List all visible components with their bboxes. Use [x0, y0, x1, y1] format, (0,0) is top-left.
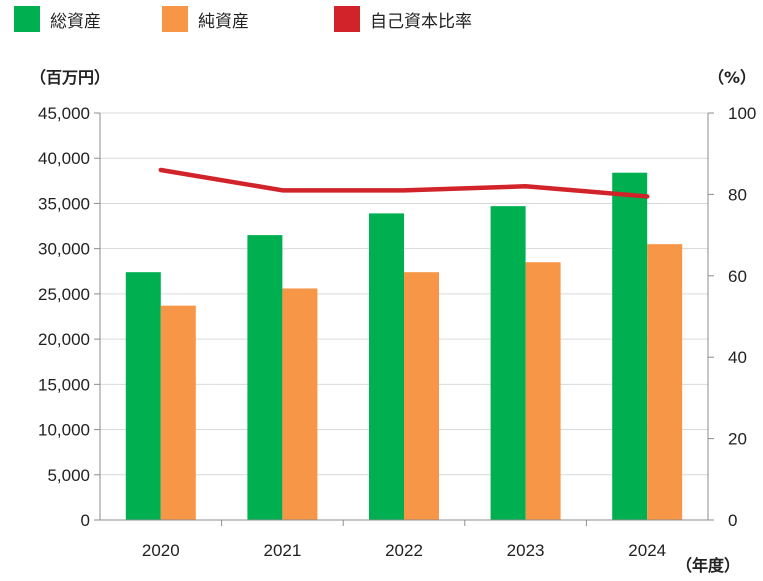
right-axis-tick-label: 20	[728, 430, 747, 449]
bar-total-assets	[490, 206, 526, 520]
legend-label-net-assets: 純資産	[198, 11, 249, 32]
legend-item-net-assets: 純資産	[162, 6, 334, 32]
legend-item-equity-ratio: 自己資本比率	[334, 6, 472, 32]
right-axis-tick-label: 80	[728, 185, 747, 204]
bar-total-assets	[247, 235, 283, 520]
left-axis-tick-label: 25,000	[38, 285, 90, 304]
x-axis-tick-label: 2024	[628, 541, 666, 560]
bar-net-assets	[282, 288, 318, 520]
bar-net-assets	[647, 244, 683, 520]
legend-swatch-equity-ratio	[334, 6, 360, 32]
left-axis-tick-label: 15,000	[38, 375, 90, 394]
bar-total-assets	[612, 172, 648, 520]
right-axis-tick-label: 40	[728, 348, 747, 367]
left-axis-tick-label: 40,000	[38, 149, 90, 168]
left-axis-tick-label: 0	[81, 511, 90, 530]
x-axis-tick-label: 2021	[263, 541, 301, 560]
legend-swatch-total-assets	[14, 6, 40, 32]
left-axis-tick-label: 20,000	[38, 330, 90, 349]
x-axis-tick-label: 2020	[142, 541, 180, 560]
legend-label-total-assets: 総資産	[50, 11, 101, 32]
bar-total-assets	[369, 213, 404, 521]
legend-item-total-assets: 総資産	[14, 6, 162, 32]
legend-swatch-net-assets	[162, 6, 188, 32]
right-axis-tick-label: 60	[728, 267, 747, 286]
left-axis-unit-label: （百万円）	[30, 68, 111, 87]
x-axis-unit-label: （年度）	[676, 556, 741, 575]
equity-ratio-line	[158, 167, 650, 199]
bar-net-assets	[160, 305, 196, 520]
bar-total-assets	[125, 272, 161, 520]
chart-legend: 総資産 純資産 自己資本比率	[14, 6, 472, 32]
left-axis-tick-label: 5,000	[47, 466, 90, 485]
x-axis-tick-label: 2023	[507, 541, 545, 560]
right-axis-unit-label: （%）	[708, 68, 757, 87]
left-axis-tick-label: 10,000	[38, 421, 90, 440]
legend-label-equity-ratio: 自己資本比率	[370, 11, 472, 32]
right-axis-tick-label: 0	[728, 511, 737, 530]
right-axis-tick-label: 100	[728, 104, 756, 123]
left-axis-tick-label: 30,000	[38, 240, 90, 259]
bar-net-assets	[404, 272, 439, 520]
bar-net-assets	[525, 262, 561, 520]
left-axis-tick-label: 45,000	[38, 104, 90, 123]
x-axis-tick-label: 2022	[385, 541, 423, 560]
left-axis-tick-label: 35,000	[38, 194, 90, 213]
